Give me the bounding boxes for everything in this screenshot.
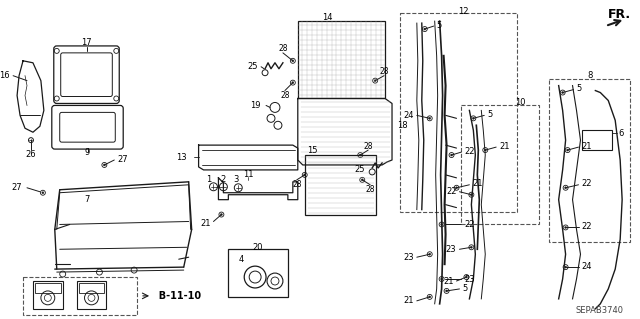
Text: 15: 15 <box>307 145 318 155</box>
Text: 14: 14 <box>323 13 333 22</box>
Text: 24: 24 <box>403 111 414 120</box>
Text: 18: 18 <box>397 121 408 130</box>
Text: 1: 1 <box>206 175 211 184</box>
Text: 21: 21 <box>499 142 509 151</box>
Circle shape <box>220 213 223 216</box>
Circle shape <box>564 226 566 228</box>
Text: 28: 28 <box>380 67 389 76</box>
Text: 6: 6 <box>618 129 623 138</box>
Circle shape <box>429 117 431 119</box>
Circle shape <box>445 290 447 292</box>
Text: 5: 5 <box>577 84 582 93</box>
Text: 8: 8 <box>588 71 593 80</box>
Text: 7: 7 <box>84 195 89 204</box>
Circle shape <box>304 174 306 176</box>
Text: 23: 23 <box>465 275 475 284</box>
Text: 17: 17 <box>81 39 92 48</box>
Circle shape <box>562 92 564 93</box>
Bar <box>23 277 137 315</box>
Text: 21: 21 <box>443 277 454 286</box>
Text: 10: 10 <box>515 98 526 107</box>
Text: 19: 19 <box>251 101 261 110</box>
Text: 28: 28 <box>280 91 290 100</box>
Circle shape <box>456 187 458 189</box>
Text: 22: 22 <box>465 220 475 229</box>
Bar <box>33 281 63 309</box>
Circle shape <box>440 224 443 226</box>
Text: 28: 28 <box>278 44 287 53</box>
Text: 5: 5 <box>463 285 468 293</box>
Bar <box>35 283 61 293</box>
Text: SEPAB3740: SEPAB3740 <box>575 306 623 315</box>
Text: 13: 13 <box>176 152 187 161</box>
Text: 3: 3 <box>234 175 239 184</box>
Text: 28: 28 <box>292 180 301 189</box>
Circle shape <box>292 82 294 84</box>
Circle shape <box>42 192 44 194</box>
Text: 9: 9 <box>85 148 90 157</box>
Text: 22: 22 <box>465 146 475 156</box>
Circle shape <box>374 80 376 82</box>
Text: 21: 21 <box>472 179 483 188</box>
Circle shape <box>451 154 452 156</box>
Circle shape <box>470 194 472 196</box>
Text: 22: 22 <box>582 179 592 188</box>
Bar <box>548 79 630 242</box>
Text: 25: 25 <box>248 62 258 71</box>
Text: 4: 4 <box>239 255 244 264</box>
Circle shape <box>292 60 294 62</box>
Circle shape <box>484 149 486 151</box>
Circle shape <box>465 276 467 278</box>
Circle shape <box>104 164 106 166</box>
Text: FR.: FR. <box>608 8 632 21</box>
Circle shape <box>361 179 364 181</box>
Text: 5: 5 <box>487 110 493 119</box>
Circle shape <box>440 278 443 280</box>
Text: 20: 20 <box>253 243 264 252</box>
Text: 28: 28 <box>365 185 375 194</box>
Text: 16: 16 <box>0 71 10 80</box>
Circle shape <box>564 187 566 189</box>
Circle shape <box>564 266 566 268</box>
Text: 21: 21 <box>200 219 211 228</box>
Text: 23: 23 <box>446 245 456 254</box>
Bar <box>79 283 104 293</box>
Circle shape <box>429 253 431 255</box>
Text: 26: 26 <box>26 150 36 159</box>
Text: 27: 27 <box>12 183 22 192</box>
Text: 5: 5 <box>436 21 442 30</box>
Text: 21: 21 <box>403 296 414 305</box>
Text: 25: 25 <box>355 166 365 174</box>
Text: B-11-10: B-11-10 <box>152 291 201 301</box>
Circle shape <box>429 296 431 298</box>
Text: 2: 2 <box>221 175 226 184</box>
Bar <box>400 13 517 211</box>
Circle shape <box>470 246 472 248</box>
Bar <box>298 21 385 99</box>
Text: 22: 22 <box>582 222 592 231</box>
Text: 21: 21 <box>582 142 592 151</box>
Text: 24: 24 <box>582 262 592 271</box>
Circle shape <box>424 28 426 30</box>
Text: 23: 23 <box>403 253 414 262</box>
Bar <box>77 281 106 309</box>
Circle shape <box>472 117 474 119</box>
Text: 27: 27 <box>117 154 128 164</box>
Text: 28: 28 <box>364 142 373 151</box>
Text: 12: 12 <box>458 7 468 16</box>
Text: 11: 11 <box>243 170 253 179</box>
Circle shape <box>359 154 361 156</box>
Bar <box>305 155 376 215</box>
Circle shape <box>566 149 568 151</box>
Bar <box>461 106 539 225</box>
Text: 22: 22 <box>446 187 456 196</box>
Bar <box>228 249 288 297</box>
Bar <box>582 130 612 150</box>
